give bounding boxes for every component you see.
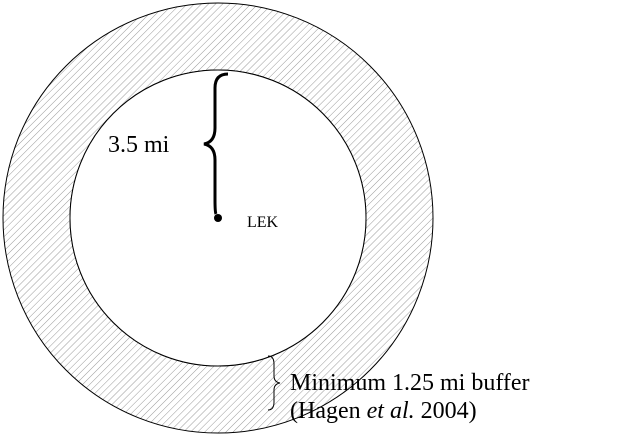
citation-italic: et al. xyxy=(367,398,415,424)
radius-brace xyxy=(203,72,229,215)
buffer-brace xyxy=(267,355,281,411)
citation-text: (Hagen xyxy=(290,398,367,424)
buffer-label-line1: Minimum 1.25 mi buffer xyxy=(290,370,530,396)
center-label: LEK xyxy=(247,214,279,231)
buffer-label-line2: (Hagen et al. 2004) xyxy=(290,398,477,424)
radius-label: 3.5 mi xyxy=(108,132,170,158)
citation-text: 2004) xyxy=(415,398,477,424)
lek-point xyxy=(214,214,222,222)
